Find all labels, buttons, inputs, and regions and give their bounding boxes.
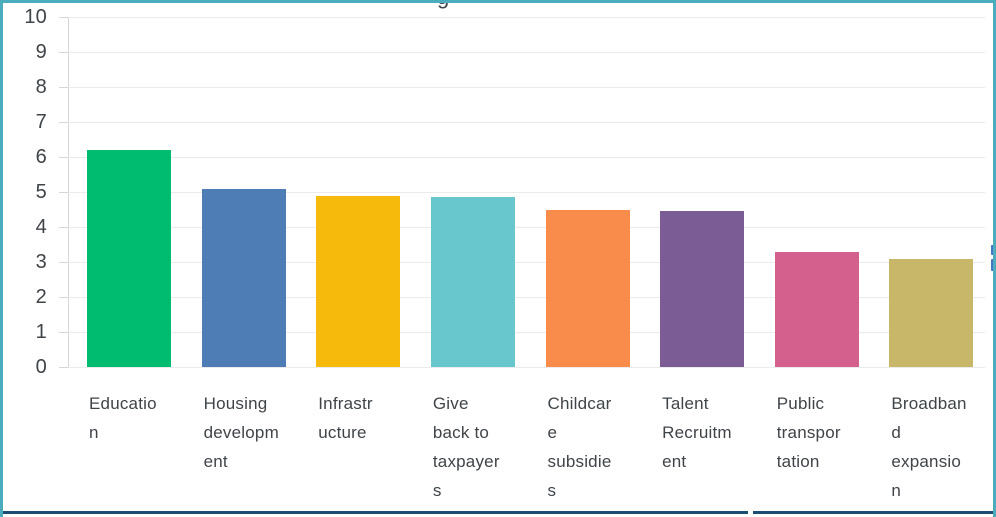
bar <box>316 195 401 367</box>
x-axis-category-label: Childcar e subsidie s <box>547 394 612 500</box>
y-axis-tick-label: 6 <box>35 146 47 168</box>
y-axis-tick <box>59 367 68 368</box>
y-axis-tick <box>59 297 68 298</box>
gridline <box>68 17 985 18</box>
y-axis-tick-label: 7 <box>35 111 47 133</box>
y-axis-tick <box>59 17 68 18</box>
bottom-divider-gap <box>748 511 753 514</box>
gridline <box>68 297 985 298</box>
y-axis-tick-label: 9 <box>35 41 47 63</box>
x-axis-category-label: Public transpor tation <box>776 394 841 471</box>
y-axis-tick <box>59 52 68 53</box>
right-edge-cropped-mark <box>991 259 993 271</box>
gridline <box>68 192 985 193</box>
x-axis-category-label: Educatio n <box>89 394 157 442</box>
gridline <box>68 262 985 263</box>
y-axis-tick-label: 1 <box>35 321 47 343</box>
bar <box>660 211 745 367</box>
bar <box>87 150 171 367</box>
gridline <box>68 227 985 228</box>
y-axis-tick-label: 0 <box>35 356 47 378</box>
bar <box>889 258 974 367</box>
gridline <box>68 157 985 158</box>
y-axis-tick <box>59 262 68 263</box>
y-axis-tick-label: 8 <box>35 76 47 98</box>
gridline <box>68 122 985 123</box>
y-axis-tick <box>59 157 68 158</box>
x-axis-category-label: Give back to taxpayer s <box>432 394 500 500</box>
gridline <box>68 367 985 368</box>
x-axis-category-label: Housing developm ent <box>203 394 279 471</box>
bar <box>430 197 515 367</box>
bar <box>545 209 630 367</box>
gridline <box>68 52 985 53</box>
y-axis-tick <box>59 332 68 333</box>
bar <box>774 251 859 367</box>
gridline <box>68 332 985 333</box>
plot-area <box>68 17 985 368</box>
y-axis-tick-label: 4 <box>35 216 47 238</box>
cropped-title-descender: g <box>437 3 449 8</box>
bottom-divider-line <box>3 511 993 514</box>
y-axis-tick-label: 10 <box>24 6 47 28</box>
y-axis-tick <box>59 87 68 88</box>
y-axis-tick <box>59 122 68 123</box>
x-axis-category-label: Talent Recruitm ent <box>662 394 732 471</box>
gridline <box>68 87 985 88</box>
x-axis-category-label: Broadban d expansio n <box>891 394 967 500</box>
y-axis-tick-label: 5 <box>35 181 47 203</box>
y-axis-tick-label: 2 <box>35 286 47 308</box>
y-axis-tick <box>59 227 68 228</box>
right-edge-cropped-mark <box>991 245 993 255</box>
y-axis-tick-label: 3 <box>35 251 47 273</box>
y-axis-tick <box>59 192 68 193</box>
bar <box>201 188 286 367</box>
x-axis-category-label: Infrastr ucture <box>318 394 373 442</box>
